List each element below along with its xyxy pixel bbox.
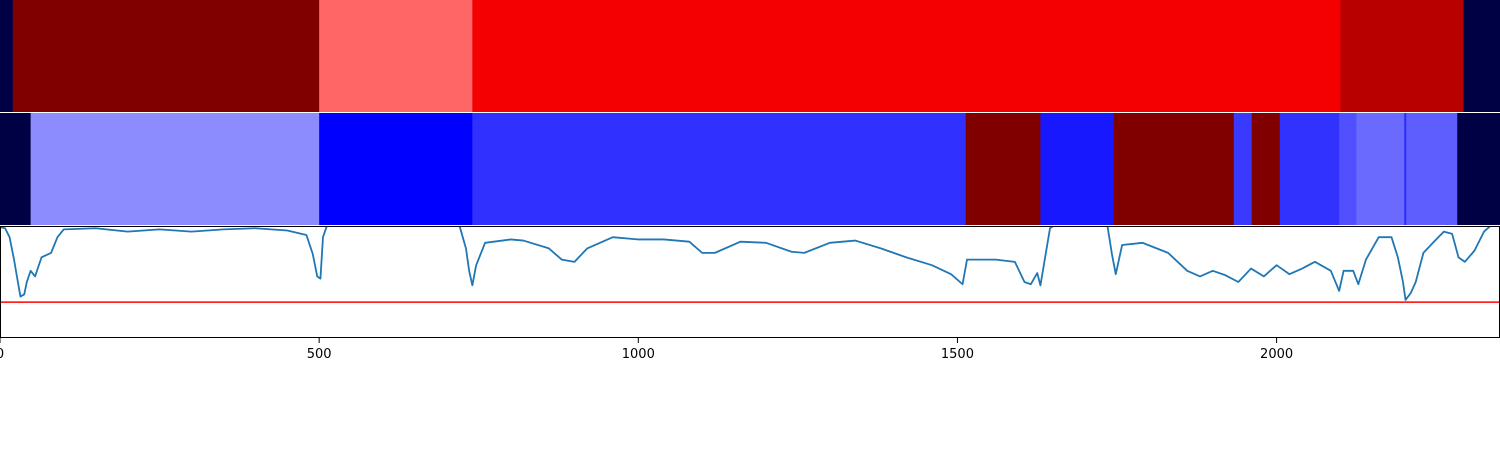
x-tick-label: 500 <box>307 347 332 362</box>
track-1-segment-7 <box>1233 113 1253 225</box>
track-1-segment-12 <box>1404 113 1407 225</box>
track-1-segment-1 <box>30 113 320 225</box>
x-tick-label: 2000 <box>1260 347 1293 362</box>
track-1-segment-11 <box>1356 113 1405 225</box>
x-axis: 0 500 1000 1500 2000 <box>0 338 1293 362</box>
track-1-segment-6 <box>1113 113 1235 225</box>
series-line <box>0 226 1500 301</box>
middle-segment-track <box>0 113 1500 225</box>
track-1-segment-4 <box>965 113 1041 225</box>
track-1-segment-5 <box>1040 113 1115 225</box>
track-1-segment-14 <box>1457 113 1500 225</box>
track-1-segment-9 <box>1279 113 1340 225</box>
track-1-segment-13 <box>1406 113 1458 225</box>
x-tick-label: 1000 <box>622 347 655 362</box>
track-0-segment-3 <box>472 0 1341 112</box>
track-0-segment-5 <box>1463 0 1500 112</box>
track-0-segment-2 <box>319 0 473 112</box>
track-0-segment-1 <box>12 0 320 112</box>
track-0-segment-4 <box>1340 0 1465 112</box>
x-tick-label: 0 <box>0 347 4 362</box>
line-plot-area <box>0 226 1500 303</box>
track-1-segment-3 <box>472 113 967 225</box>
track-1-segment-10 <box>1339 113 1357 225</box>
track-1-segment-2 <box>319 113 473 225</box>
line-track <box>0 226 1500 338</box>
track-1-segment-0 <box>0 113 32 225</box>
track-0-segment-0 <box>0 0 14 112</box>
top-segment-track <box>0 0 1500 112</box>
track-1-segment-8 <box>1251 113 1281 225</box>
x-tick-label: 1500 <box>941 347 974 362</box>
